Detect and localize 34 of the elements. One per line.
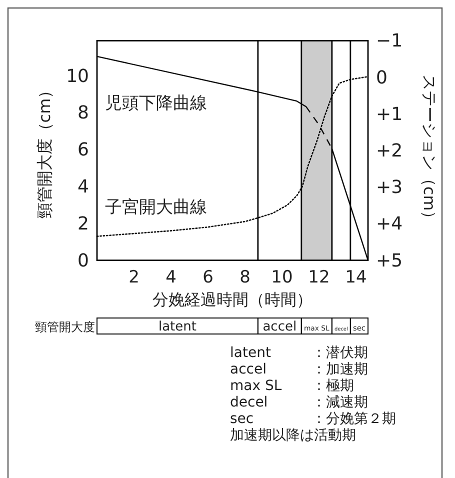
- y-tick-label: 8: [78, 102, 89, 124]
- y-tick-label: 2: [78, 213, 89, 234]
- text: 頸管開大度: [35, 320, 95, 334]
- x-tick-label: 6: [202, 267, 214, 288]
- x-tick-label: 2: [128, 267, 140, 288]
- y2-tick-label: +5: [376, 250, 403, 272]
- text: latent: [158, 320, 196, 334]
- y2-axis-title: ステーション（cm）: [420, 74, 439, 227]
- series-label: 子宮開大曲線: [105, 197, 207, 218]
- y-axis-title: 頸管開大度（cm）: [35, 82, 54, 219]
- text: max SL ：極期: [230, 378, 354, 394]
- text: sec ：分娩第２期: [230, 411, 396, 427]
- text: latent ：潜伏期: [230, 345, 368, 361]
- y-tick-label: 0: [78, 250, 89, 272]
- x-tick-label: 12: [308, 267, 330, 288]
- text: accel: [262, 320, 297, 334]
- x-axis-title: 分娩経過時間（時間）: [152, 290, 312, 309]
- y2-tick-label: +2: [376, 140, 403, 162]
- y2-tick-label: +3: [376, 177, 403, 198]
- x-tick-label: 10: [271, 267, 293, 288]
- text: 加速期以降は活動期: [230, 428, 356, 444]
- y-tick-label: 4: [78, 176, 89, 198]
- x-tick-label: 4: [166, 267, 176, 288]
- y2-tick-label: +4: [376, 214, 403, 235]
- y-tick-label: 6: [78, 140, 89, 161]
- y2-tick-label: +1: [376, 104, 403, 125]
- text: accel ：加速期: [230, 362, 368, 378]
- x-tick-label: 8: [240, 267, 250, 288]
- series-label: 児頭下降曲線: [105, 93, 207, 114]
- y2-tick-label: −1: [376, 30, 403, 52]
- x-tick-label: 14: [345, 267, 367, 288]
- y-tick-label: 10: [66, 66, 89, 87]
- y2-tick-label: 0: [376, 67, 388, 88]
- text: decel ：減速期: [230, 394, 368, 410]
